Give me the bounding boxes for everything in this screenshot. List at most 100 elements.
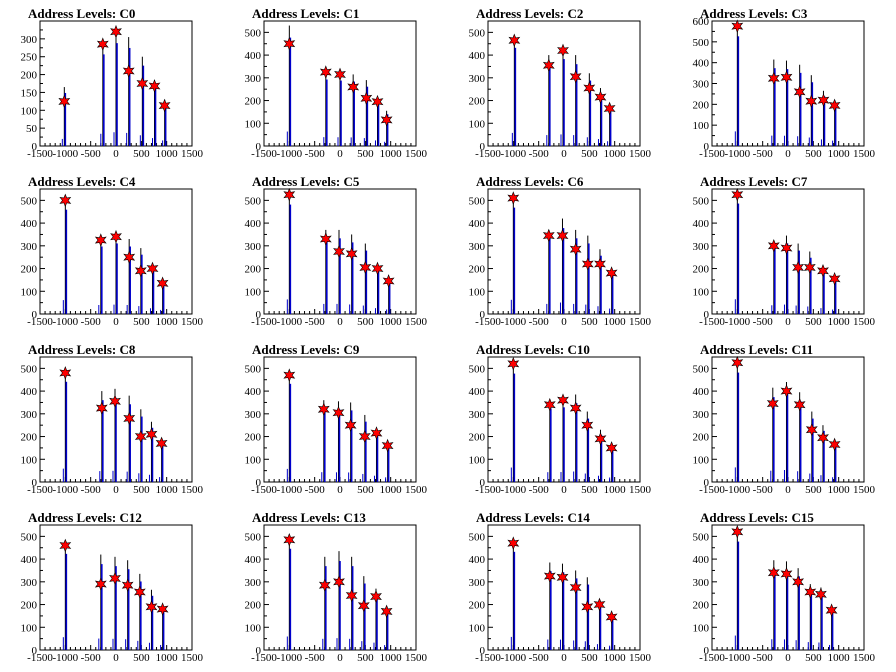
chart-panel-c6: 0 100 200 300 400 500 -1500 -1000 -500 0 500 1000 15… bbox=[448, 168, 672, 336]
level-marker bbox=[382, 274, 395, 288]
chart-svg: 0 100 200 300 400 500 -1500 -1000 -500 0 500 1000 15… bbox=[693, 524, 876, 664]
x-tick-label: 1500 bbox=[181, 148, 204, 160]
y-tick-label: 500 bbox=[245, 195, 262, 207]
x-tick-label: -1000 bbox=[500, 316, 526, 328]
y-tick-label: 300 bbox=[469, 409, 486, 421]
y-tick-label: 100 bbox=[469, 286, 486, 298]
level-marker bbox=[603, 101, 616, 116]
x-tick-label: -1000 bbox=[500, 148, 526, 160]
x-tick-label: -1000 bbox=[724, 148, 750, 160]
chart-panel-c2: 0 100 200 300 400 500 -1500 -1000 -500 0 500 1000 15… bbox=[448, 0, 672, 168]
level-marker bbox=[731, 524, 744, 539]
level-marker bbox=[381, 438, 394, 453]
chart-svg: 0 100 200 300 400 500 -1500 -1000 -500 0 500 1000 15… bbox=[245, 20, 428, 160]
y-tick-label: 100 bbox=[469, 454, 486, 466]
y-tick-label: 300 bbox=[469, 577, 486, 589]
level-marker bbox=[793, 84, 806, 99]
y-tick-label: 500 bbox=[245, 363, 262, 375]
x-tick-label: -1000 bbox=[52, 652, 78, 664]
level-marker bbox=[317, 402, 330, 417]
level-marker bbox=[334, 67, 346, 82]
level-marker bbox=[557, 393, 569, 408]
x-tick-label: -1500 bbox=[27, 316, 53, 328]
level-marker bbox=[59, 366, 72, 380]
level-marker bbox=[557, 43, 569, 58]
level-marker bbox=[359, 260, 372, 275]
level-marker bbox=[594, 90, 607, 104]
x-tick-label: -1500 bbox=[699, 148, 725, 160]
y-tick-label: 300 bbox=[21, 577, 38, 589]
y-tick-label: 400 bbox=[469, 50, 486, 62]
chart-panel-c8: 0 100 200 300 400 500 -1500 -1000 -500 0 500 1000 15… bbox=[0, 336, 224, 504]
level-marker bbox=[122, 64, 135, 78]
x-tick-label: -1000 bbox=[276, 652, 302, 664]
y-tick-label: 150 bbox=[21, 87, 38, 99]
chart-title: Address Levels: C0 bbox=[28, 6, 136, 21]
level-marker bbox=[358, 429, 371, 444]
level-marker bbox=[145, 599, 158, 614]
level-marker bbox=[283, 368, 296, 383]
level-marker bbox=[583, 81, 596, 95]
level-marker bbox=[370, 426, 383, 440]
chart-panel-c5: 0 100 200 300 400 500 -1500 -1000 -500 0 500 1000 15… bbox=[224, 168, 448, 336]
x-tick-label: 1000 bbox=[828, 484, 851, 496]
y-tick-label: 100 bbox=[21, 105, 38, 117]
level-marker bbox=[767, 71, 780, 86]
x-tick-label: 0 bbox=[561, 148, 567, 160]
level-marker bbox=[581, 257, 594, 271]
chart-svg: 0 100 200 300 400 500 -1500 -1000 -500 0 500 1000 15… bbox=[469, 524, 652, 664]
y-tick-label: 300 bbox=[693, 79, 710, 91]
chart-panel-c13: 0 100 200 300 400 500 -1500 -1000 -500 0 500 1000 15… bbox=[224, 504, 448, 672]
y-tick-label: 300 bbox=[245, 577, 262, 589]
level-marker bbox=[556, 228, 569, 243]
x-tick-label: 1500 bbox=[405, 316, 428, 328]
y-tick-label: 200 bbox=[693, 600, 710, 612]
y-tick-label: 0 bbox=[256, 477, 262, 489]
y-tick-label: 500 bbox=[693, 195, 710, 207]
chart-svg: 0 50 100 150 200 250 300 -1500 -1000 -500 0 500 1000… bbox=[21, 20, 204, 160]
y-tick-label: 0 bbox=[32, 141, 38, 153]
level-marker bbox=[793, 397, 806, 412]
level-marker bbox=[332, 405, 345, 420]
y-tick-label: 400 bbox=[245, 386, 262, 398]
y-tick-label: 300 bbox=[245, 73, 262, 85]
x-tick-label: 500 bbox=[581, 652, 598, 664]
y-tick-label: 200 bbox=[693, 264, 710, 276]
x-tick-label: -1500 bbox=[475, 484, 501, 496]
level-marker bbox=[110, 229, 122, 244]
y-tick-label: 200 bbox=[693, 99, 710, 111]
y-tick-label: 300 bbox=[693, 409, 710, 421]
y-tick-label: 0 bbox=[480, 309, 486, 321]
level-marker bbox=[605, 441, 618, 455]
level-marker bbox=[148, 79, 161, 93]
x-tick-label: 1500 bbox=[405, 652, 428, 664]
y-tick-label: 0 bbox=[704, 309, 710, 321]
y-tick-label: 200 bbox=[21, 432, 38, 444]
y-tick-label: 100 bbox=[469, 118, 486, 130]
y-tick-label: 0 bbox=[256, 645, 262, 657]
x-tick-label: -500 bbox=[753, 316, 774, 328]
y-tick-label: 100 bbox=[21, 286, 38, 298]
y-tick-label: 400 bbox=[693, 218, 710, 230]
chart-title: Address Levels: C14 bbox=[476, 510, 590, 525]
x-tick-label: -1000 bbox=[52, 484, 78, 496]
y-tick-label: 400 bbox=[469, 554, 486, 566]
y-tick-label: 0 bbox=[480, 477, 486, 489]
level-marker bbox=[156, 602, 169, 616]
y-tick-label: 100 bbox=[693, 454, 710, 466]
level-marker bbox=[828, 271, 841, 286]
x-tick-label: -1500 bbox=[27, 148, 53, 160]
y-tick-label: 300 bbox=[21, 409, 38, 421]
x-tick-label: -1000 bbox=[500, 652, 526, 664]
y-tick-label: 500 bbox=[21, 195, 38, 207]
y-tick-label: 0 bbox=[704, 477, 710, 489]
x-tick-label: 1500 bbox=[629, 316, 652, 328]
level-marker bbox=[593, 597, 606, 612]
x-tick-label: 1000 bbox=[604, 652, 627, 664]
level-marker bbox=[569, 401, 582, 415]
x-tick-label: 0 bbox=[113, 148, 119, 160]
x-tick-label: -1000 bbox=[276, 316, 302, 328]
level-marker bbox=[803, 260, 816, 275]
level-marker bbox=[507, 536, 520, 551]
level-marker bbox=[766, 396, 779, 411]
